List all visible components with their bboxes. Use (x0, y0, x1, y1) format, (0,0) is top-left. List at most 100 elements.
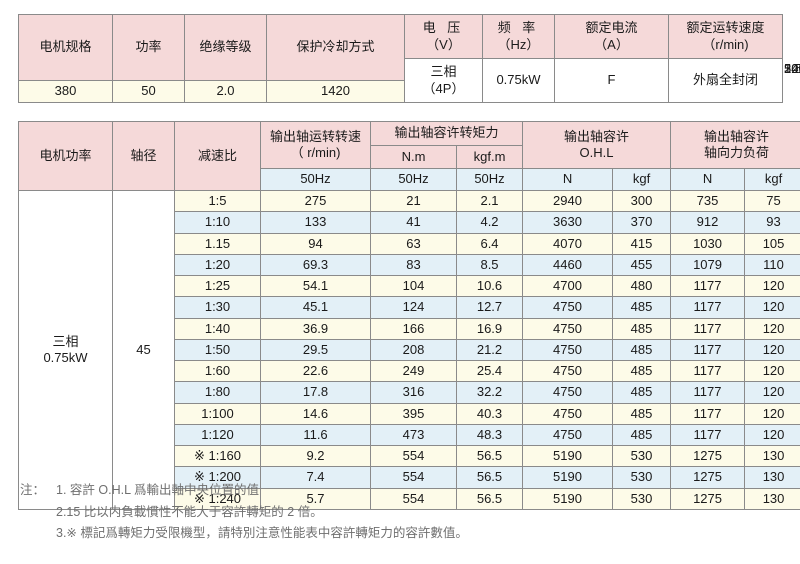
cell-ohl-kgf: 415 (612, 232, 672, 255)
cell-reduction-ratio: 1:10 (174, 211, 261, 234)
cell-ohl-kgf: 485 (612, 402, 672, 425)
ratio-performance-table: 电机功率 轴径 减速比 输出轴运转转速 （ r/min) 输出轴容许转矩力 输出… (18, 120, 800, 510)
cell-output-speed: 9.2 (260, 444, 371, 468)
cell-reduction-ratio: 1:40 (174, 317, 261, 340)
cell-output-speed: 54.1 (260, 274, 371, 298)
cell-torque-kgfm: 10.6 (455, 274, 524, 298)
cell-ohl-kgf: 485 (612, 317, 672, 340)
cell-output-speed: 45.1 (260, 296, 371, 319)
cell-reduction-ratio: 1:50 (174, 338, 261, 362)
cell-power: 0.75kW (482, 58, 555, 103)
cell-ohl-n: 4460 (522, 253, 614, 277)
cell-ohl-kgf: 485 (612, 338, 672, 362)
header-ohl-line1: 输出轴容许 (564, 128, 630, 144)
cell-ohl-n: 4750 (522, 296, 614, 319)
cell-output-speed: 133 (260, 211, 371, 234)
cell-frequency: 50 (112, 80, 185, 103)
header-torque-kgfm: kgf.m (455, 144, 524, 170)
cell-axial-kgf: 120 (744, 274, 800, 298)
table-row: 1:60 22.6 249 25.4 4750 485 1177 120 (19, 359, 800, 383)
cell-torque-nm: 166 (370, 317, 457, 340)
ratio-subheader-row: 50Hz 50Hz 50Hz N kgf N kgf (19, 168, 800, 191)
cell-torque-kgfm: 25.4 (455, 359, 524, 383)
cell-torque-kgfm: 6.4 (455, 232, 524, 255)
cell-reduction-ratio: 1.15 (174, 232, 261, 255)
subheader-kgfm-hz: 50Hz (455, 168, 524, 191)
cell-output-speed: 69.3 (260, 253, 371, 277)
cell-torque-nm: 208 (370, 338, 457, 362)
subheader-axial-kgf: kgf (744, 168, 800, 191)
cell-output-speed: 5.7 (260, 487, 371, 510)
cell-ohl-n: 4750 (522, 423, 614, 447)
cell-ohl-kgf: 485 (612, 359, 672, 383)
table-row: 1:20 69.3 83 8.5 4460 455 1079 110 (19, 253, 800, 277)
cell-reduction-ratio: 1:100 (174, 402, 261, 425)
cell-motor-spec: 三相 （4P） (404, 58, 483, 103)
cell-motor-power: 三相 0.75kW (18, 190, 113, 510)
cell-torque-kgfm: 56.5 (455, 487, 524, 510)
cell-output-speed: 14.6 (260, 402, 371, 425)
header-frequency-unit: （Hz） (497, 36, 540, 52)
cell-reduction-ratio: ※ 1:160 (174, 444, 261, 468)
cell-axial-kgf: 130 (744, 487, 800, 510)
subheader-ohl-kgf: kgf (612, 168, 672, 191)
cell-torque-nm: 104 (370, 274, 457, 298)
cell-reduction-ratio: 1:30 (174, 296, 261, 319)
cell-ohl-kgf: 485 (612, 381, 672, 404)
cell-reduction-ratio: 1:5 (174, 189, 261, 213)
cell-ohl-kgf: 455 (612, 253, 672, 277)
note-text-2: 2.15 比以内負載慣性不能大于容許轉矩的 2 倍。 (56, 504, 323, 519)
cell-axial-kgf: 120 (744, 359, 800, 383)
cell-torque-kgfm: 32.2 (455, 381, 524, 404)
cell-axial-kgf: 120 (744, 317, 800, 340)
header-rated-speed: 额定运转速度 （r/min) (668, 14, 783, 59)
table-row: 1:100 14.6 395 40.3 4750 485 1177 120 (19, 402, 800, 425)
header-voltage: 电 压 （V） (404, 14, 483, 59)
table-row: 1:120 11.6 473 48.3 4750 485 1177 120 (19, 423, 800, 447)
cell-torque-nm: 554 (370, 487, 457, 510)
header-current-unit: （A） (594, 36, 629, 52)
motor-spec-table-wrap: 电机规格 功率 绝缘等级 保护冷却方式 电 压 （V） 频 率 （Hz） 额定电… (18, 14, 800, 103)
cell-torque-nm: 124 (370, 296, 457, 319)
table-row: 三相 0.75kW 45 1:5 275 21 2.1 2940 300 735 75 (18, 189, 800, 510)
cell-axial-n: 1177 (670, 274, 746, 298)
cell-axial-kgf: 120 (744, 296, 800, 319)
table-row: 1:80 17.8 316 32.2 4750 485 1177 120 (19, 381, 800, 404)
header-cooling: 保护冷却方式 (266, 14, 405, 81)
header-motor-power: 电机功率 (18, 121, 113, 191)
subheader-ohl-n: N (522, 168, 614, 191)
header-voltage-unit: （V） (426, 36, 461, 52)
notes-block: 注： 1. 容許 O.H.L 爲輸出軸中央位置的值 2.15 比以内負載慣性不能大… (20, 480, 780, 545)
cell-torque-nm: 249 (370, 359, 457, 383)
cell-ohl-kgf: 530 (612, 487, 672, 510)
cell-output-speed: 29.5 (260, 338, 371, 362)
cell-ohl-n: 4750 (522, 359, 614, 383)
cell-shaft-diameter: 45 (112, 190, 175, 510)
cell-ohl-kgf: 485 (612, 423, 672, 447)
cell-torque-nm: 83 (370, 253, 457, 277)
cell-axial-kgf: 110 (744, 253, 800, 277)
cell-output-speed: 17.8 (260, 381, 371, 404)
subheader-speed-hz: 50Hz (260, 168, 371, 191)
header-motor-spec: 电机规格 (18, 14, 113, 81)
cell-cooling: 外扇全封闭 (668, 58, 783, 103)
cell-axial-kgf: 120 (744, 338, 800, 362)
header-voltage-label: 电 压 (422, 20, 465, 36)
cell-ohl-n: 4750 (522, 402, 614, 425)
header-frequency-label: 频 率 (497, 20, 540, 36)
header-rated-speed-label: 额定运转速度 (686, 20, 765, 36)
cell-output-speed: 275 (260, 189, 371, 213)
cell-axial-kgf: 130 (744, 444, 800, 468)
cell-insulation: F (554, 58, 669, 103)
cell-axial-kgf: 130 (744, 466, 800, 489)
motor-power-line2: 0.75kW (43, 349, 88, 365)
cell-torque-kgfm: 8.5 (455, 253, 524, 277)
cell-current: 2.0 (184, 80, 267, 103)
cell-torque-nm: 554 (370, 444, 457, 468)
motor-spec-value: 三相 (430, 64, 457, 80)
motor-power-line1: 三相 (52, 333, 79, 349)
table-row: 1:30 45.1 124 12.7 4750 485 1177 120 (19, 296, 800, 319)
table-row: ※ 1:160 9.2 554 56.5 5190 530 1275 130 (19, 444, 800, 468)
cell-reduction-ratio: 1:80 (174, 381, 261, 404)
